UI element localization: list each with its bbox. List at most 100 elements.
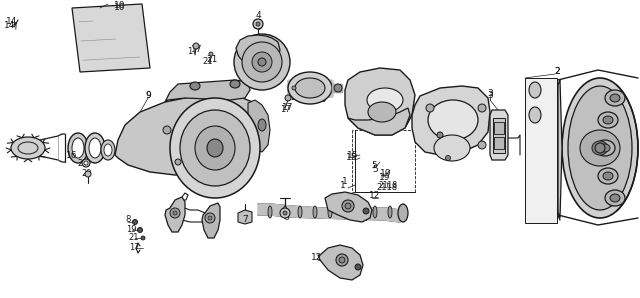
Bar bbox=[493, 118, 505, 153]
Circle shape bbox=[445, 156, 451, 161]
Polygon shape bbox=[412, 86, 490, 155]
Text: 15: 15 bbox=[346, 153, 358, 162]
Ellipse shape bbox=[610, 194, 620, 202]
Text: 17: 17 bbox=[129, 243, 140, 252]
Text: 11: 11 bbox=[494, 137, 506, 147]
Ellipse shape bbox=[358, 206, 362, 218]
Ellipse shape bbox=[334, 84, 342, 92]
Ellipse shape bbox=[605, 190, 625, 206]
Ellipse shape bbox=[580, 130, 620, 166]
Ellipse shape bbox=[568, 86, 632, 210]
Ellipse shape bbox=[288, 72, 332, 104]
Circle shape bbox=[342, 200, 354, 212]
Ellipse shape bbox=[398, 204, 408, 222]
Text: 8: 8 bbox=[125, 215, 131, 224]
Polygon shape bbox=[332, 84, 342, 92]
Ellipse shape bbox=[283, 206, 287, 218]
Text: 12: 12 bbox=[369, 192, 381, 201]
Circle shape bbox=[193, 43, 199, 49]
Circle shape bbox=[170, 208, 180, 218]
Circle shape bbox=[84, 161, 88, 165]
Ellipse shape bbox=[258, 119, 266, 131]
Ellipse shape bbox=[85, 133, 105, 163]
Circle shape bbox=[339, 257, 345, 263]
Circle shape bbox=[355, 264, 361, 270]
Bar bbox=[494, 122, 504, 134]
Polygon shape bbox=[325, 192, 372, 222]
Circle shape bbox=[175, 159, 181, 165]
Ellipse shape bbox=[234, 34, 290, 90]
Circle shape bbox=[283, 211, 287, 215]
Text: 21: 21 bbox=[203, 57, 213, 66]
Ellipse shape bbox=[252, 52, 272, 72]
Ellipse shape bbox=[230, 80, 240, 88]
Circle shape bbox=[285, 95, 291, 101]
Text: 10: 10 bbox=[115, 4, 125, 13]
Ellipse shape bbox=[610, 94, 620, 102]
Text: 21: 21 bbox=[206, 55, 218, 64]
Text: 19: 19 bbox=[125, 224, 136, 234]
Ellipse shape bbox=[595, 140, 615, 156]
Ellipse shape bbox=[343, 206, 347, 218]
Text: 22: 22 bbox=[77, 159, 88, 167]
Text: 20: 20 bbox=[82, 170, 92, 179]
Circle shape bbox=[280, 208, 290, 218]
Text: 9: 9 bbox=[145, 91, 151, 100]
Text: 13: 13 bbox=[316, 95, 328, 105]
Ellipse shape bbox=[195, 126, 235, 170]
Text: 2118: 2118 bbox=[376, 182, 397, 192]
Circle shape bbox=[173, 211, 177, 215]
Polygon shape bbox=[345, 68, 415, 135]
Ellipse shape bbox=[605, 90, 625, 106]
Ellipse shape bbox=[268, 206, 272, 218]
Ellipse shape bbox=[328, 206, 332, 218]
Circle shape bbox=[209, 52, 213, 56]
Polygon shape bbox=[318, 245, 363, 280]
Text: 21: 21 bbox=[291, 94, 301, 103]
Polygon shape bbox=[348, 108, 410, 135]
Text: 11: 11 bbox=[494, 136, 506, 145]
Ellipse shape bbox=[592, 141, 608, 155]
Text: 15: 15 bbox=[348, 150, 359, 159]
Ellipse shape bbox=[190, 82, 200, 90]
Ellipse shape bbox=[101, 140, 115, 160]
Ellipse shape bbox=[562, 78, 638, 218]
Circle shape bbox=[595, 143, 605, 153]
Ellipse shape bbox=[298, 206, 302, 218]
Text: 21: 21 bbox=[129, 232, 140, 241]
Text: 13: 13 bbox=[312, 95, 324, 105]
Ellipse shape bbox=[598, 168, 618, 184]
Text: 2: 2 bbox=[554, 68, 560, 77]
Circle shape bbox=[253, 19, 263, 29]
Text: 6: 6 bbox=[283, 213, 289, 223]
Text: 2118: 2118 bbox=[378, 181, 397, 190]
Text: 4: 4 bbox=[255, 24, 261, 32]
Polygon shape bbox=[258, 204, 400, 222]
Circle shape bbox=[345, 203, 351, 209]
Circle shape bbox=[82, 159, 90, 167]
Text: 16: 16 bbox=[67, 150, 77, 159]
Text: 3: 3 bbox=[487, 89, 493, 99]
Text: 4: 4 bbox=[255, 10, 261, 19]
Ellipse shape bbox=[72, 138, 84, 158]
Text: 9: 9 bbox=[145, 91, 151, 100]
Ellipse shape bbox=[11, 137, 45, 159]
Circle shape bbox=[478, 104, 486, 112]
Text: 1: 1 bbox=[342, 178, 348, 187]
Ellipse shape bbox=[367, 88, 403, 112]
Text: 5: 5 bbox=[372, 165, 378, 175]
Circle shape bbox=[205, 213, 215, 223]
Ellipse shape bbox=[180, 110, 250, 186]
Ellipse shape bbox=[242, 42, 282, 82]
Ellipse shape bbox=[258, 58, 266, 66]
Text: 14: 14 bbox=[4, 21, 16, 30]
Circle shape bbox=[138, 227, 143, 232]
Ellipse shape bbox=[313, 206, 317, 218]
Ellipse shape bbox=[529, 107, 541, 123]
Ellipse shape bbox=[89, 138, 101, 158]
Polygon shape bbox=[183, 158, 228, 178]
Polygon shape bbox=[248, 100, 270, 152]
Circle shape bbox=[478, 141, 486, 149]
Ellipse shape bbox=[600, 144, 610, 152]
Ellipse shape bbox=[598, 112, 618, 128]
